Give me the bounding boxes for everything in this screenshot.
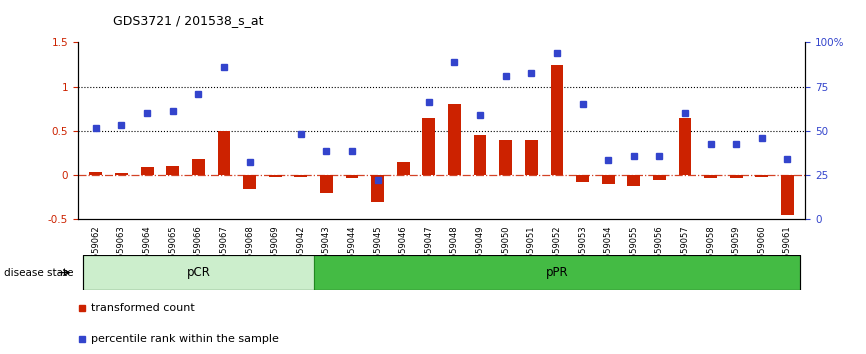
Bar xyxy=(576,175,589,182)
Bar xyxy=(679,118,691,175)
Bar xyxy=(704,175,717,178)
Bar xyxy=(313,255,800,290)
Bar xyxy=(346,175,359,178)
Bar xyxy=(653,175,666,180)
Bar xyxy=(448,104,461,175)
Bar xyxy=(192,159,204,175)
Text: pPR: pPR xyxy=(546,266,568,279)
Bar xyxy=(627,175,640,186)
Bar xyxy=(730,175,743,178)
Text: transformed count: transformed count xyxy=(91,303,195,313)
Bar xyxy=(474,135,487,175)
Bar xyxy=(217,131,230,175)
Text: pCR: pCR xyxy=(186,266,210,279)
Bar xyxy=(268,175,281,177)
Bar xyxy=(166,166,179,175)
Bar xyxy=(755,175,768,177)
Text: disease state: disease state xyxy=(4,268,74,278)
Bar xyxy=(500,140,512,175)
Bar xyxy=(115,173,128,175)
Bar xyxy=(243,175,256,188)
Bar xyxy=(602,175,615,184)
Bar xyxy=(83,255,313,290)
Bar xyxy=(397,162,410,175)
Bar xyxy=(525,140,538,175)
Bar xyxy=(372,175,384,202)
Bar xyxy=(294,175,307,177)
Bar xyxy=(140,167,153,175)
Bar xyxy=(781,175,794,215)
Text: GDS3721 / 201538_s_at: GDS3721 / 201538_s_at xyxy=(113,14,263,27)
Text: percentile rank within the sample: percentile rank within the sample xyxy=(91,334,279,344)
Bar xyxy=(423,118,436,175)
Bar xyxy=(551,65,563,175)
Bar xyxy=(320,175,333,193)
Bar xyxy=(89,172,102,175)
